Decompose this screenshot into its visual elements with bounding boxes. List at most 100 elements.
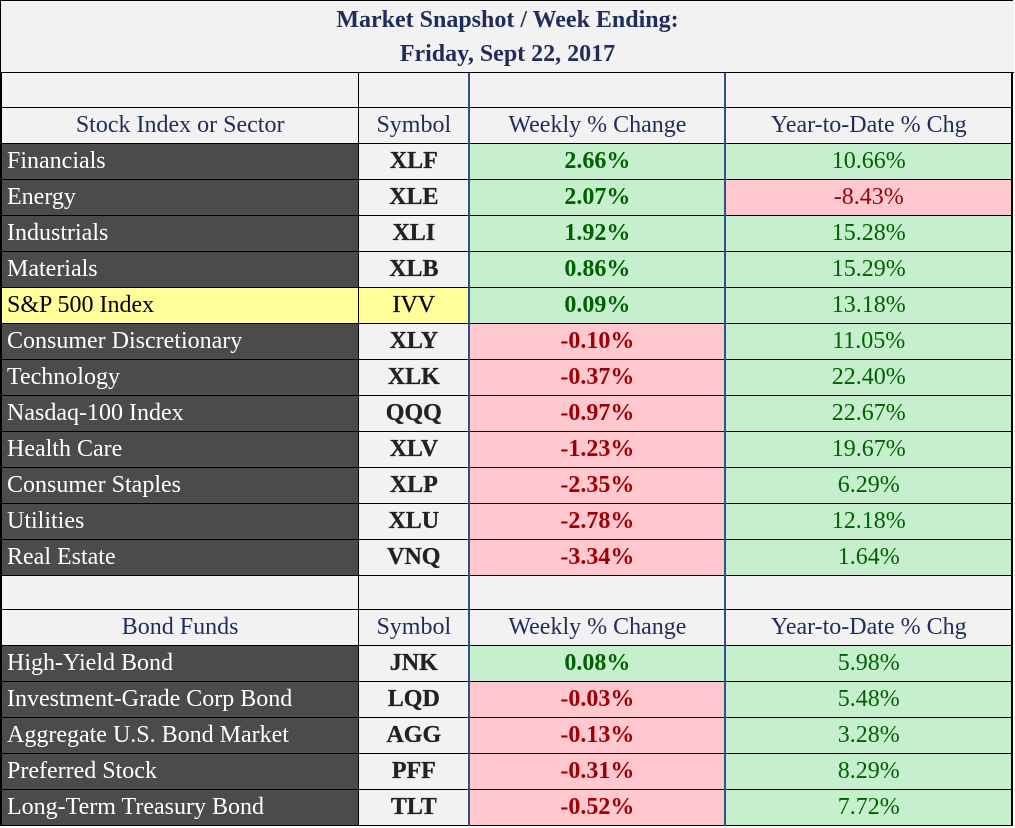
row-weekly-change: -0.10% (468, 322, 727, 360)
row-weekly-change: -2.35% (468, 466, 727, 504)
row-symbol: XLY (358, 322, 470, 360)
row-ytd-change: 10.66% (724, 142, 1013, 180)
row-symbol: XLV (358, 430, 470, 468)
row-symbol: AGG (358, 716, 470, 754)
bonds-header-row: Bond Funds Symbol Weekly % Change Year-to-D… (0, 608, 1013, 646)
bonds-header-name: Bond Funds (0, 608, 360, 646)
table-row: High-Yield Bond JNK 0.08% 5.98% (0, 644, 1013, 682)
row-symbol: XLK (358, 358, 470, 396)
table-row: Energy XLE 2.07% -8.43% (0, 178, 1013, 216)
row-weekly-change: -0.97% (468, 394, 727, 432)
row-ytd-change: 6.29% (724, 466, 1013, 504)
table-row: Materials XLB 0.86% 15.29% (0, 250, 1013, 288)
spacer-row-middle (0, 575, 1013, 610)
row-ytd-change: 8.29% (724, 752, 1013, 790)
row-weekly-change: 0.08% (468, 644, 727, 682)
row-name: Real Estate (0, 538, 360, 576)
row-weekly-change: 2.66% (468, 142, 727, 180)
row-weekly-change: -0.03% (468, 680, 727, 718)
row-ytd-change: 15.28% (724, 214, 1013, 252)
row-ytd-change: -8.43% (724, 178, 1013, 216)
title-line-2: Friday, Sept 22, 2017 (399, 41, 616, 67)
row-weekly-change: -1.23% (468, 430, 727, 468)
row-name: Consumer Staples (0, 466, 360, 504)
row-weekly-change: 1.92% (468, 214, 727, 252)
table-row: Aggregate U.S. Bond Market AGG -0.13% 3.28% (0, 716, 1013, 754)
title-line-1: Market Snapshot / Week Ending: (336, 7, 679, 33)
blank-cell (0, 575, 360, 610)
table-row: Real Estate VNQ -3.34% 1.64% (0, 538, 1013, 576)
table-row: Investment-Grade Corp Bond LQD -0.03% 5.48% (0, 680, 1013, 718)
row-ytd-change: 22.40% (724, 358, 1013, 396)
table-row: Technology XLK -0.37% 22.40% (0, 358, 1013, 396)
blank-cell (358, 575, 470, 610)
row-symbol: XLP (358, 466, 470, 504)
row-ytd-change: 11.05% (724, 322, 1013, 360)
row-ytd-change: 5.98% (724, 644, 1013, 682)
row-name: Technology (0, 358, 360, 396)
row-name: Consumer Discretionary (0, 322, 360, 360)
bonds-header-symbol: Symbol (358, 608, 470, 646)
blank-cell (0, 73, 360, 108)
bonds-header-ytd: Year-to-Date % Chg (724, 608, 1013, 646)
row-name: Industrials (0, 214, 360, 252)
table-row: Nasdaq-100 Index QQQ -0.97% 22.67% (0, 394, 1013, 432)
table-row: Long-Term Treasury Bond TLT -0.52% 7.72% (0, 788, 1013, 826)
row-symbol: LQD (358, 680, 470, 718)
row-ytd-change: 19.67% (724, 430, 1013, 468)
blank-cell (724, 73, 1013, 108)
row-name: S&P 500 Index (0, 286, 360, 324)
spacer-row-top (0, 73, 1013, 108)
stocks-header-name: Stock Index or Sector (0, 106, 360, 144)
stocks-header-row: Stock Index or Sector Symbol Weekly % Chan… (0, 106, 1013, 144)
row-symbol: VNQ (358, 538, 470, 576)
row-name: Financials (0, 142, 360, 180)
row-name: Preferred Stock (0, 752, 360, 790)
row-symbol: XLU (358, 502, 470, 540)
row-symbol: XLF (358, 142, 470, 180)
stocks-header-symbol: Symbol (358, 106, 470, 144)
row-ytd-change: 12.18% (724, 502, 1013, 540)
row-weekly-change: -3.34% (468, 538, 727, 576)
row-symbol: JNK (358, 644, 470, 682)
row-name: Long-Term Treasury Bond (0, 788, 360, 826)
table-row: Consumer Discretionary XLY -0.10% 11.05% (0, 322, 1013, 360)
row-weekly-change: -0.31% (468, 752, 727, 790)
row-ytd-change: 15.29% (724, 250, 1013, 288)
stocks-header-weekly: Weekly % Change (468, 106, 727, 144)
table-row: Preferred Stock PFF -0.31% 8.29% (0, 752, 1013, 790)
row-ytd-change: 13.18% (724, 286, 1013, 324)
row-name: Health Care (0, 430, 360, 468)
row-name: Aggregate U.S. Bond Market (0, 716, 360, 754)
stocks-header-ytd: Year-to-Date % Chg (724, 106, 1013, 144)
row-name: Utilities (0, 502, 360, 540)
bonds-header-weekly: Weekly % Change (468, 608, 727, 646)
table-row: Industrials XLI 1.92% 15.28% (0, 214, 1013, 252)
row-weekly-change: 2.07% (468, 178, 727, 216)
row-symbol: PFF (358, 752, 470, 790)
row-weekly-change: 0.09% (468, 286, 727, 324)
blank-cell (468, 575, 727, 610)
row-symbol: QQQ (358, 394, 470, 432)
row-ytd-change: 3.28% (724, 716, 1013, 754)
snapshot-table: Stock Index or Sector Symbol Weekly % Chan… (0, 73, 1013, 826)
row-name: Nasdaq-100 Index (0, 394, 360, 432)
row-ytd-change: 5.48% (724, 680, 1013, 718)
row-symbol: XLI (358, 214, 470, 252)
row-name: High-Yield Bond (0, 644, 360, 682)
row-symbol: TLT (358, 788, 470, 826)
table-row: S&P 500 Index IVV 0.09% 13.18% (0, 286, 1013, 324)
table-row: Consumer Staples XLP -2.35% 6.29% (0, 466, 1013, 504)
row-ytd-change: 7.72% (724, 788, 1013, 826)
row-name: Materials (0, 250, 360, 288)
blank-cell (358, 73, 470, 108)
row-weekly-change: 0.86% (468, 250, 727, 288)
row-weekly-change: -0.37% (468, 358, 727, 396)
row-weekly-change: -0.52% (468, 788, 727, 826)
row-symbol: XLE (358, 178, 470, 216)
row-symbol: IVV (358, 286, 470, 324)
table-row: Financials XLF 2.66% 10.66% (0, 142, 1013, 180)
row-ytd-change: 1.64% (724, 538, 1013, 576)
blank-cell (468, 73, 727, 108)
row-ytd-change: 22.67% (724, 394, 1013, 432)
